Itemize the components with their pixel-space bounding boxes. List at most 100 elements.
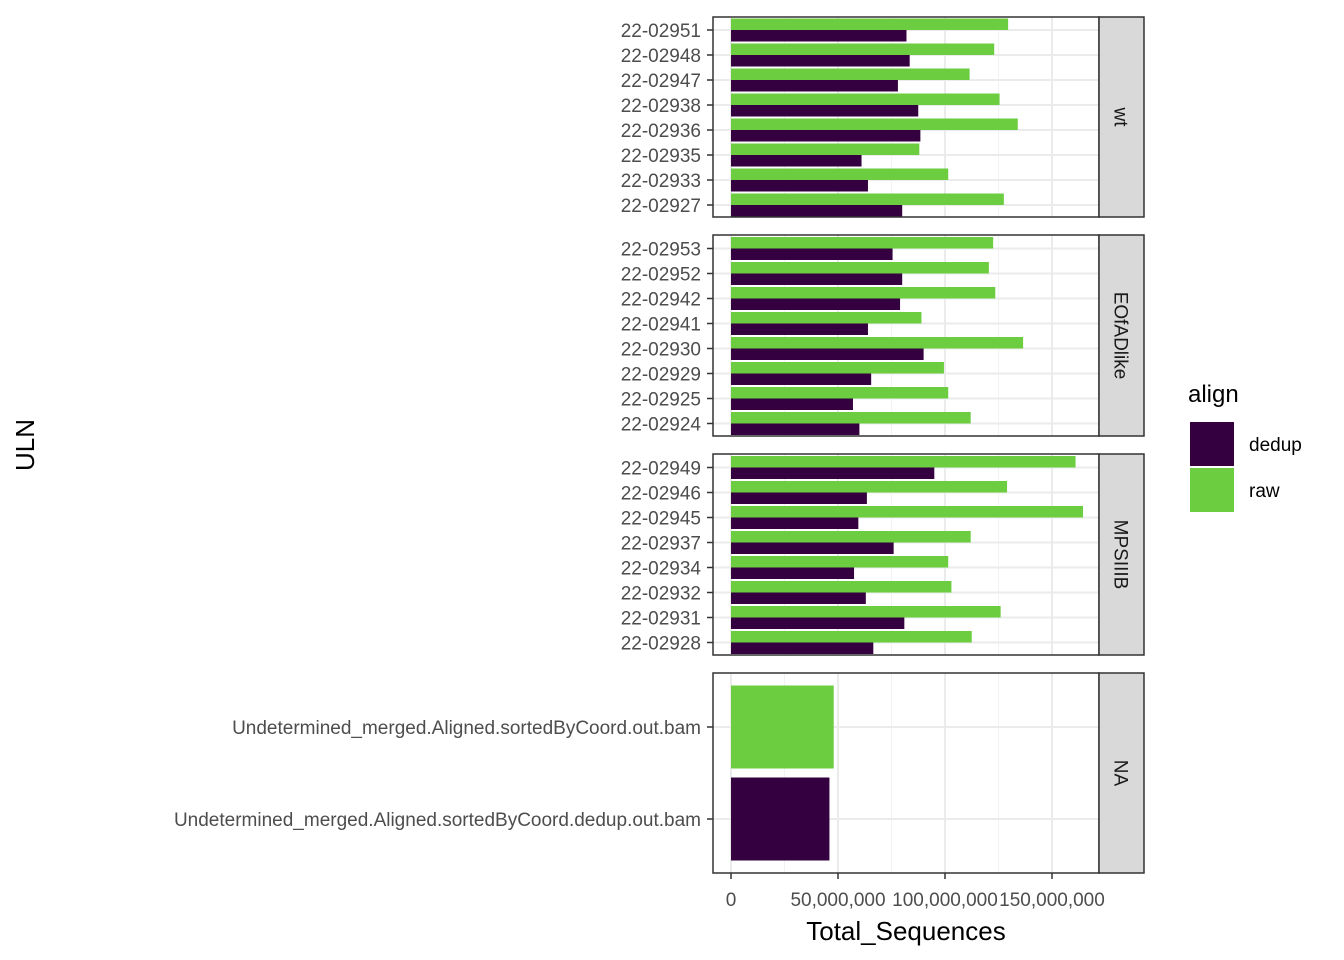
bar-raw	[731, 581, 952, 593]
facet-strip-label: NA	[1110, 760, 1131, 787]
bar-dedup	[731, 323, 868, 335]
x-axis-title: Total_Sequences	[806, 916, 1005, 946]
facet-strip	[1098, 672, 1145, 874]
bar-raw	[731, 556, 949, 568]
y-tick-label: 22-02925	[621, 390, 701, 411]
legend-key-dedup	[1190, 422, 1234, 466]
bar-dedup	[731, 105, 919, 117]
facet-strip-label: EOfADlike	[1110, 292, 1131, 380]
bar-raw	[731, 456, 1076, 468]
facet-strip	[1098, 16, 1145, 218]
bar-dedup	[731, 592, 866, 604]
bar-dedup	[731, 348, 924, 360]
bar-raw	[731, 387, 949, 399]
bar-raw	[731, 606, 1001, 618]
y-tick-label: 22-02937	[621, 534, 701, 555]
bar-dedup	[731, 130, 921, 142]
facet-panel-NA: Undetermined_merged.Aligned.sortedByCoor…	[174, 672, 1145, 874]
bar-raw	[731, 412, 971, 424]
bar-dedup	[731, 423, 860, 435]
bar-dedup	[731, 180, 868, 192]
legend-title: align	[1188, 381, 1239, 408]
y-tick-label: 22-02948	[621, 46, 701, 67]
bar-dedup	[731, 642, 874, 654]
bar-raw	[731, 631, 972, 643]
bar-dedup	[731, 205, 903, 217]
y-tick-label: 22-02942	[621, 290, 701, 311]
bar-raw	[731, 362, 944, 374]
bar-raw	[731, 312, 922, 324]
bar-dedup	[731, 298, 901, 310]
bar-dedup	[731, 567, 855, 579]
x-tick-label: 0	[726, 890, 737, 911]
y-tick-label: 22-02935	[621, 146, 701, 167]
bar-raw	[731, 143, 920, 155]
bar-dedup	[731, 155, 862, 167]
bar-raw	[731, 262, 989, 274]
legend-key-raw	[1190, 468, 1234, 512]
y-tick-label: 22-02931	[621, 609, 701, 630]
y-tick-label: 22-02928	[621, 634, 701, 655]
bar-dedup	[731, 617, 905, 629]
bar-raw	[731, 506, 1084, 518]
bar-raw	[731, 18, 1009, 30]
y-tick-label: Undetermined_merged.Aligned.sortedByCoor…	[232, 718, 701, 739]
y-tick-label: 22-02938	[621, 96, 701, 117]
x-axis: 0 50,000,000 100,000,000 150,000,000	[726, 873, 1105, 911]
legend-label-raw: raw	[1249, 481, 1280, 502]
bar-dedup	[731, 373, 872, 385]
y-tick-label: 22-02951	[621, 21, 701, 42]
bar-raw	[731, 337, 1024, 349]
y-tick-label: 22-02936	[621, 121, 701, 142]
y-tick-label: Undetermined_merged.Aligned.sortedByCoor…	[174, 810, 701, 831]
x-tick-label: 50,000,000	[790, 890, 885, 911]
y-tick-label: 22-02949	[621, 459, 701, 480]
y-tick-label: 22-02945	[621, 509, 701, 530]
bar-dedup	[731, 542, 894, 554]
bar-raw	[731, 481, 1008, 493]
y-tick-label: 22-02924	[621, 415, 702, 436]
bar-dedup	[731, 398, 853, 410]
bar-raw	[731, 287, 996, 299]
facet-panel-EOfADlike: 22-02953 22-02952 22-02942 22-02941 22-02930…	[621, 234, 1145, 437]
bar-raw	[731, 193, 1004, 205]
y-axis-title: ULN	[10, 419, 40, 471]
facet-strip	[1098, 234, 1145, 437]
bar-dedup	[731, 777, 830, 861]
bar-dedup	[731, 80, 898, 92]
y-tick-label: 22-02946	[621, 484, 701, 505]
bar-dedup	[731, 273, 903, 285]
bar-dedup	[731, 467, 935, 479]
bar-dedup	[731, 248, 893, 260]
y-tick-label: 22-02941	[621, 315, 701, 336]
y-tick-label: 22-02930	[621, 340, 701, 361]
bar-dedup	[731, 55, 910, 67]
x-tick-label: 100,000,000	[892, 890, 998, 911]
y-tick-label: 22-02932	[621, 584, 701, 605]
bar-raw	[731, 531, 971, 543]
bar-dedup	[731, 492, 867, 504]
bar-raw	[731, 118, 1018, 130]
y-tick-label: 22-02934	[621, 559, 702, 580]
bar-raw	[731, 93, 1000, 105]
bar-raw	[731, 68, 970, 80]
bar-raw	[731, 685, 834, 769]
legend-label-dedup: dedup	[1249, 435, 1302, 456]
x-tick-label: 150,000,000	[999, 890, 1105, 911]
facet-strip	[1098, 453, 1145, 656]
bar-raw	[731, 237, 994, 249]
y-tick-label: 22-02947	[621, 71, 701, 92]
bar-raw	[731, 43, 995, 55]
y-tick-label: 22-02929	[621, 365, 701, 386]
y-tick-label: 22-02933	[621, 171, 701, 192]
bar-dedup	[731, 30, 907, 42]
legend: align dedup raw	[1188, 381, 1302, 512]
y-tick-label: 22-02952	[621, 265, 701, 286]
bar-dedup	[731, 517, 859, 529]
y-tick-label: 22-02953	[621, 240, 701, 261]
facet-strip-label: wt	[1110, 107, 1131, 128]
y-tick-label: 22-02927	[621, 196, 701, 217]
bar-raw	[731, 168, 949, 180]
panels-layer: 22-02951 22-02948 22-02947 22-02938 22-02936…	[174, 16, 1145, 874]
